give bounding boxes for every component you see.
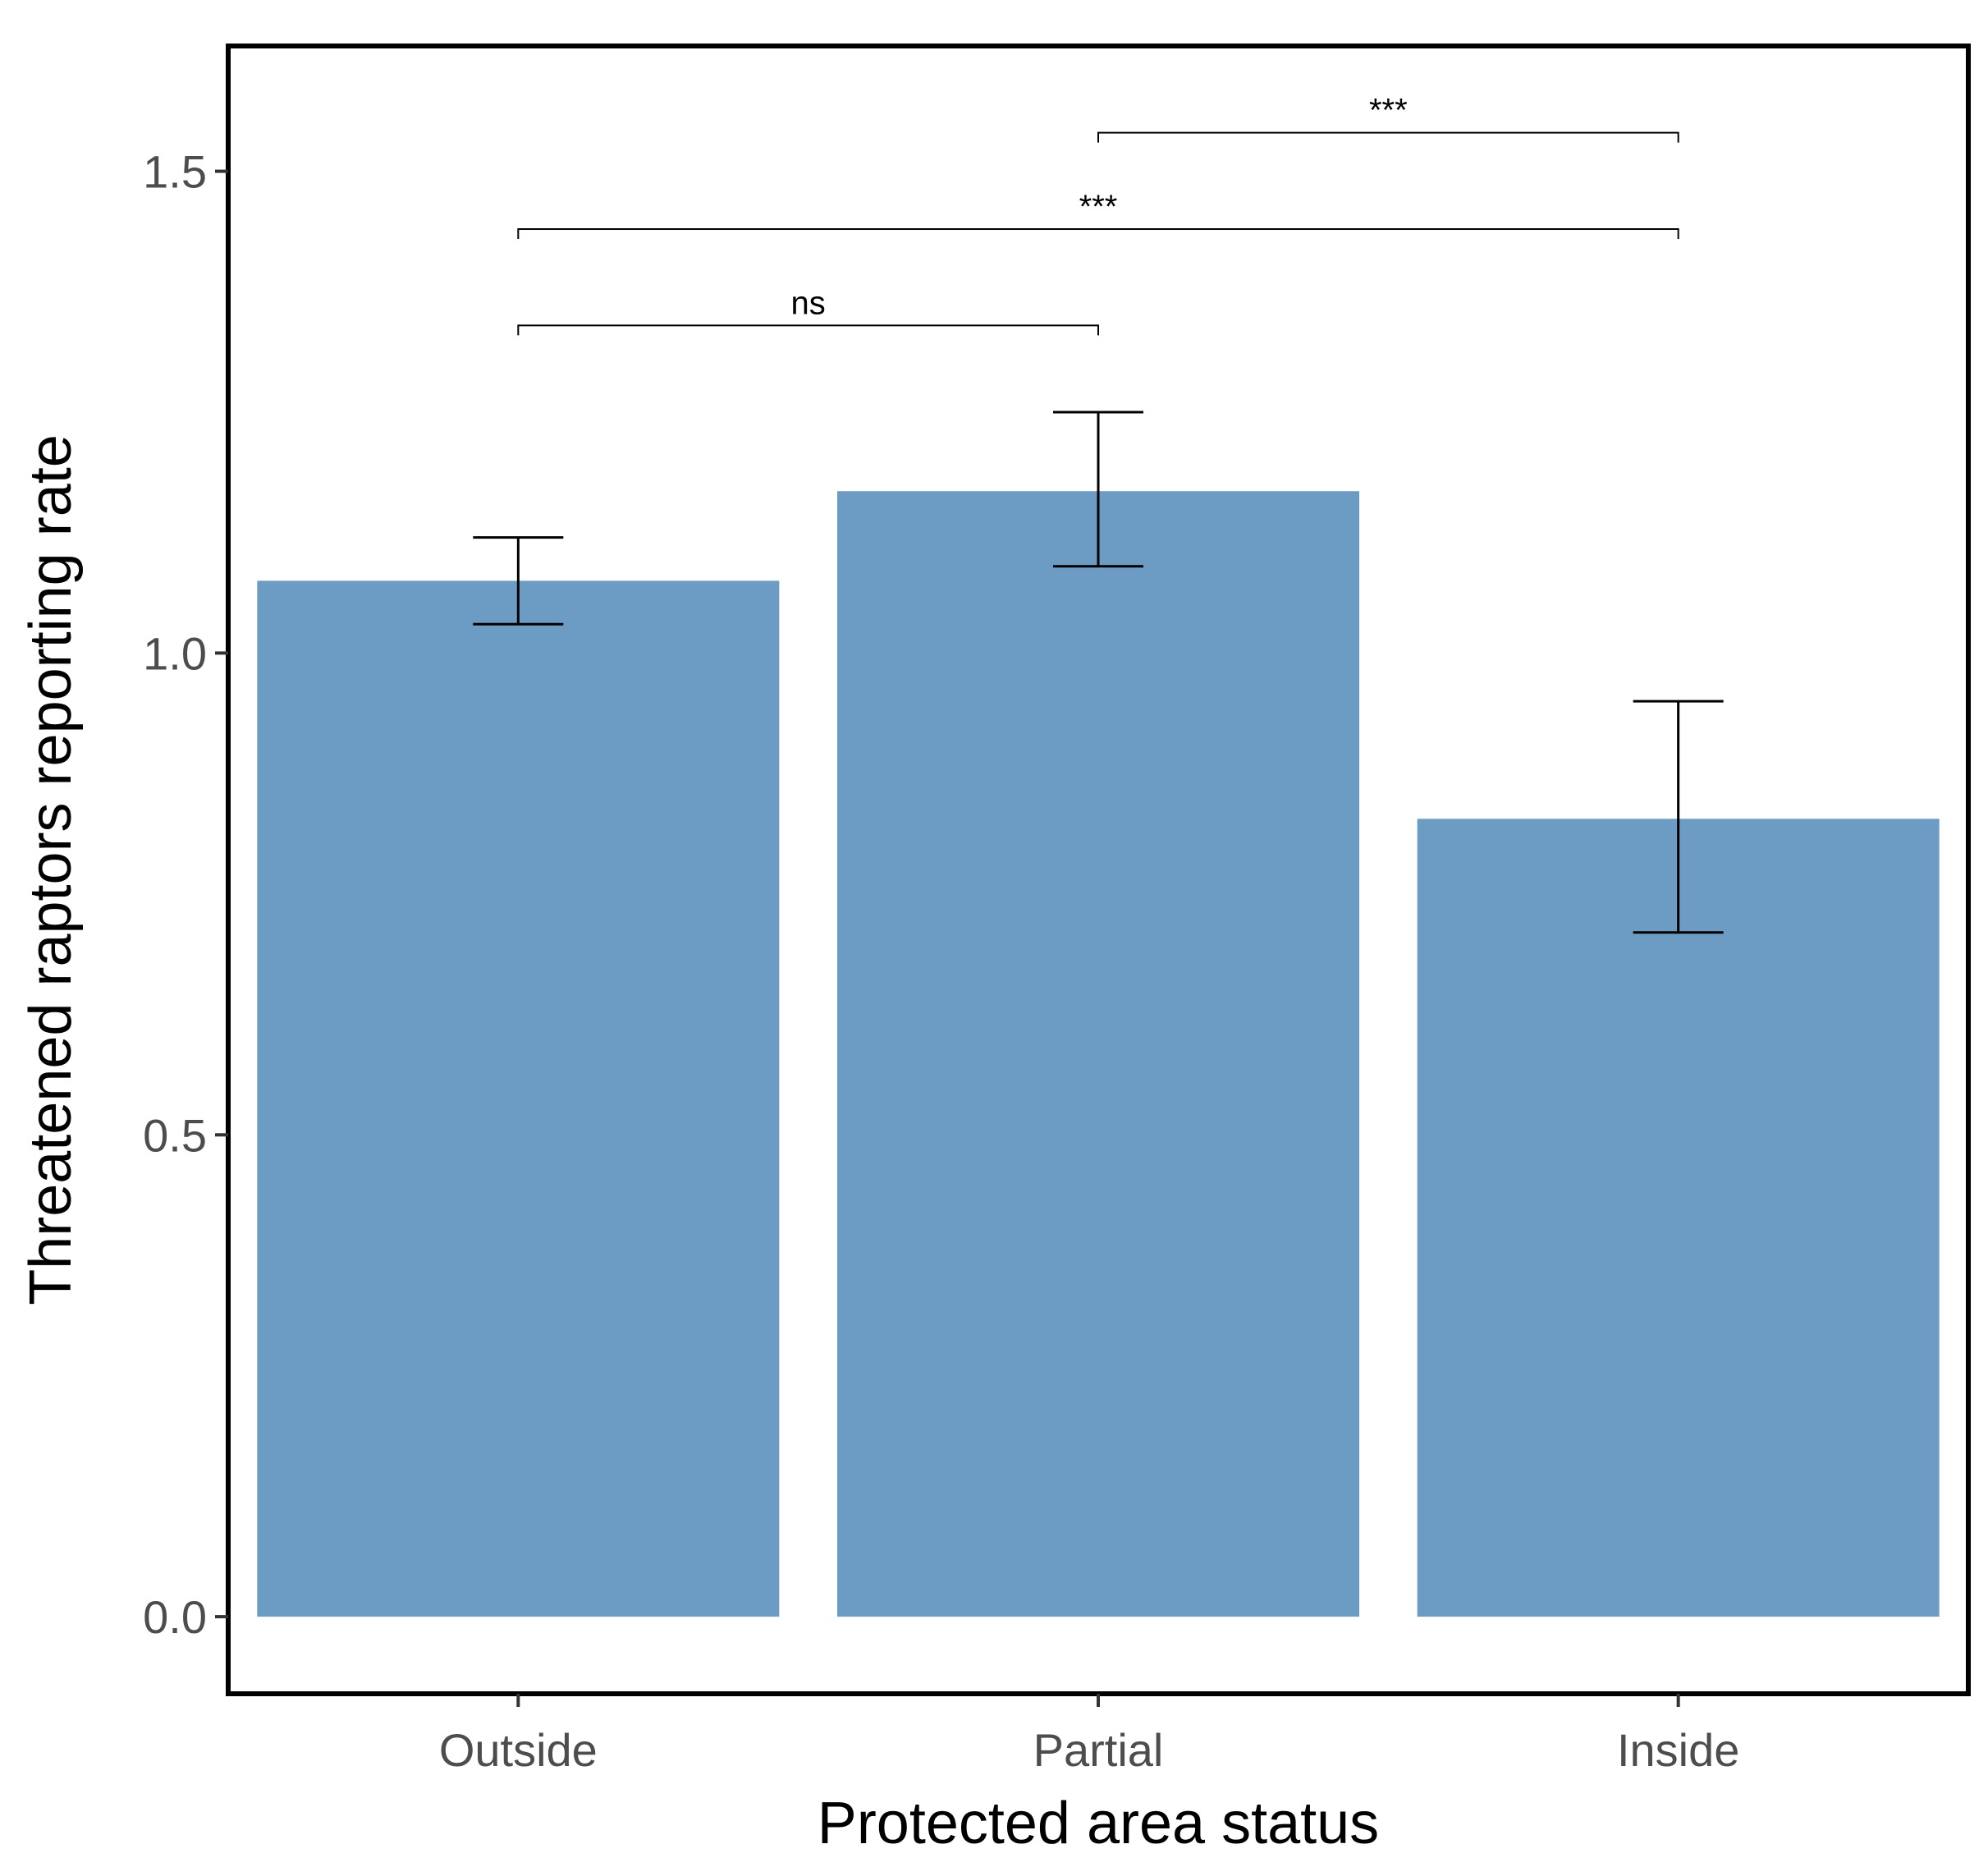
y-axis-title: Threatened raptors reporting rate [18, 434, 84, 1305]
bar-partial [837, 491, 1359, 1617]
x-tick-label-inside: Inside [1617, 1724, 1739, 1776]
x-tick-label-outside: Outside [439, 1724, 598, 1776]
y-tick-label: 1.5 [143, 146, 207, 198]
significance-bracket-1 [517, 324, 1099, 336]
significance-bracket-3 [1097, 131, 1679, 143]
bar-outside [257, 580, 780, 1617]
error-bars-layer [473, 411, 1724, 934]
significance-bracket-1-label: ns [791, 285, 826, 321]
x-axis: Outside Partial Inside [439, 1694, 1739, 1776]
significance-bracket-2 [517, 228, 1679, 239]
y-tick-label: 0.5 [143, 1109, 207, 1161]
bar-inside [1417, 819, 1940, 1617]
x-axis-title: Protected area status [818, 1791, 1379, 1856]
significance-bracket-2-label: *** [1079, 189, 1118, 225]
y-tick-label: 1.0 [143, 627, 207, 679]
significance-brackets-layer: ns *** *** [517, 93, 1679, 336]
bars-layer [257, 491, 1940, 1617]
y-axis: 0.0 0.5 1.0 1.5 [143, 146, 228, 1643]
significance-bracket-3-label: *** [1369, 93, 1408, 129]
y-tick-label: 0.0 [143, 1591, 207, 1643]
x-tick-label-partial: Partial [1033, 1724, 1164, 1776]
